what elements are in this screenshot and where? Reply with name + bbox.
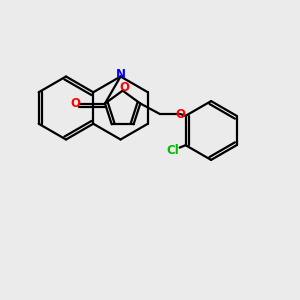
Text: O: O <box>175 107 185 121</box>
Text: N: N <box>116 68 126 82</box>
Text: O: O <box>119 81 129 94</box>
Text: O: O <box>70 97 80 110</box>
Text: Cl: Cl <box>167 144 179 157</box>
